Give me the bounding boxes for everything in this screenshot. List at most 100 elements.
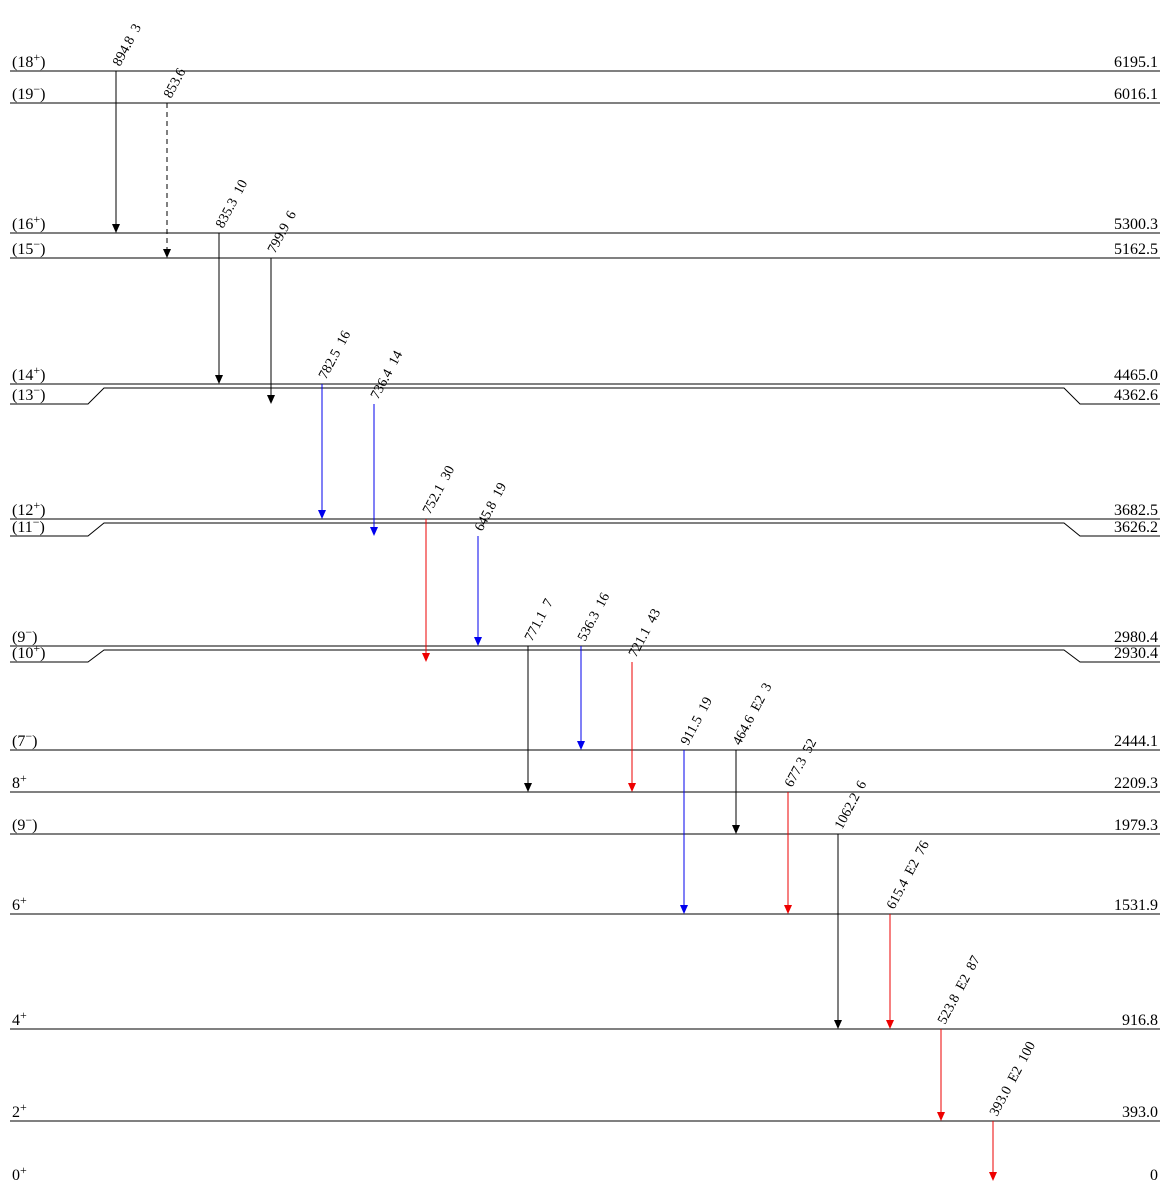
level-spin-label: (11−) (12, 515, 45, 536)
level-energy-label: 916.8 (1122, 1012, 1158, 1029)
transition-label: 782.5 16 (316, 328, 354, 381)
transition-arrowhead (524, 783, 532, 792)
transition-arrowhead (628, 783, 636, 792)
level-spin-label: (9−) (12, 625, 37, 646)
level-line (10, 522, 1160, 537)
level-l4362: (13−) 4362.6 (10, 383, 1160, 405)
level-energy-label: 3682.5 (1114, 502, 1158, 519)
level-energy-label: 4362.6 (1114, 387, 1158, 404)
level-energy-label: 6016.1 (1114, 86, 1158, 103)
level-spin-label: (14+) (12, 363, 45, 384)
level-l2930: (10+) 2930.4 (10, 641, 1160, 663)
transition-label: 536.3 16 (575, 590, 613, 643)
level-spin-label: 4+ (12, 1008, 27, 1029)
transition-label: 393.0 E2 100 (987, 1039, 1039, 1118)
gamma-transition: 835.3 10 (213, 177, 251, 384)
transition-label: 721.1 43 (626, 606, 664, 659)
gamma-transition: 464.6 E2 3 (730, 681, 775, 834)
level-energy-label: 393.0 (1122, 1104, 1158, 1121)
transition-label: 835.3 10 (213, 177, 251, 230)
transition-arrowhead (732, 825, 740, 834)
transition-arrowhead (937, 1112, 945, 1121)
level-spin-label: (9−) (12, 813, 37, 834)
transition-arrowhead (318, 510, 326, 519)
level-l0: 0+ 0 (12, 1163, 1158, 1184)
transition-label: 752.1 30 (420, 463, 458, 516)
level-l2980: (9−) 2980.4 (10, 625, 1160, 647)
transition-label: 615.4 E2 76 (884, 839, 932, 912)
level-energy-label: 3626.2 (1114, 519, 1158, 536)
transition-arrowhead (112, 224, 120, 233)
transition-arrowhead (474, 637, 482, 646)
level-l5300: (16+) 5300.3 (10, 212, 1160, 234)
gamma-transition: 782.5 16 (316, 328, 354, 519)
level-l1979: (9−) 1979.3 (10, 813, 1160, 835)
transition-label: 771.1 7 (522, 597, 557, 644)
transition-label: 464.6 E2 3 (730, 681, 775, 748)
level-line (10, 387, 1160, 405)
level-energy-label: 4465.0 (1114, 367, 1158, 384)
gamma-transition: 615.4 E2 76 (884, 839, 933, 1029)
gamma-transition: 911.5 19 (678, 695, 716, 914)
gamma-transition: 721.1 43 (626, 606, 664, 792)
level-spin-label: 0+ (12, 1163, 27, 1184)
level-spin-label: (16+) (12, 212, 45, 233)
level-line (10, 649, 1160, 663)
transition-arrowhead (163, 249, 171, 258)
gamma-transition: 677.3 52 (782, 736, 820, 914)
level-spin-label: 2+ (12, 1100, 27, 1121)
gamma-transition: 894.8 3 (110, 22, 145, 233)
gamma-transition: 771.1 7 (522, 597, 557, 792)
level-spin-label: 8+ (12, 771, 27, 792)
transition-arrowhead (577, 741, 585, 750)
transition-arrowhead (834, 1020, 842, 1029)
gamma-transition: 853.6 (161, 66, 189, 258)
level-l916: 4+ 916.8 (10, 1008, 1160, 1030)
level-energy-label: 2444.1 (1114, 733, 1158, 750)
level-spin-label: (13−) (12, 383, 45, 404)
level-energy-label: 2209.3 (1114, 775, 1158, 792)
transition-arrowhead (215, 375, 223, 384)
transition-label: 911.5 19 (678, 695, 716, 748)
level-energy-label: 6195.1 (1114, 54, 1158, 71)
level-spin-label: (19−) (12, 82, 45, 103)
level-l4465: (14+) 4465.0 (10, 363, 1160, 385)
level-energy-label: 0 (1150, 1167, 1158, 1184)
level-energy-label: 1979.3 (1114, 817, 1158, 834)
transition-arrowhead (886, 1020, 894, 1029)
level-l393: 2+ 393.0 (10, 1100, 1160, 1122)
transition-arrowhead (989, 1172, 997, 1181)
transition-label: 894.8 3 (110, 22, 145, 69)
transition-arrowhead (370, 527, 378, 536)
level-energy-label: 5162.5 (1114, 241, 1158, 258)
level-energy-label: 2980.4 (1114, 629, 1158, 646)
transition-label: 799.9 6 (265, 209, 300, 256)
level-spin-label: (12+) (12, 498, 45, 519)
transition-label: 645.8 19 (472, 480, 510, 533)
transition-label: 523.8 E2 87 (935, 954, 983, 1027)
level-energy-label: 2930.4 (1114, 645, 1158, 662)
transition-label: 677.3 52 (782, 736, 820, 789)
level-l2209: 8+ 2209.3 (10, 771, 1160, 793)
level-energy-label: 1531.9 (1114, 897, 1158, 914)
gamma-transition: 752.1 30 (420, 463, 458, 662)
level-spin-label: (18+) (12, 50, 45, 71)
level-l3626: (11−) 3626.2 (10, 515, 1160, 537)
gamma-transition: 799.9 6 (265, 209, 300, 404)
level-l5162: (15−) 5162.5 (10, 237, 1160, 259)
transition-arrowhead (680, 905, 688, 914)
gamma-transition: 736.4 14 (368, 348, 406, 536)
level-l6016: (19−) 6016.1 (10, 82, 1160, 104)
transition-arrowhead (267, 395, 275, 404)
level-l1531: 6+ 1531.9 (10, 893, 1160, 915)
level-l2444: (7−) 2444.1 (10, 729, 1160, 751)
gamma-transition: 536.3 16 (575, 590, 613, 750)
transition-label: 1062.2 6 (832, 778, 870, 831)
transition-label: 736.4 14 (368, 348, 406, 401)
transition-arrowhead (784, 905, 792, 914)
gamma-transition: 393.0 E2 100 (987, 1039, 1039, 1181)
transition-arrowhead (422, 653, 430, 662)
gamma-transition: 1062.2 6 (832, 778, 870, 1029)
level-spin-label: (10+) (12, 641, 45, 662)
